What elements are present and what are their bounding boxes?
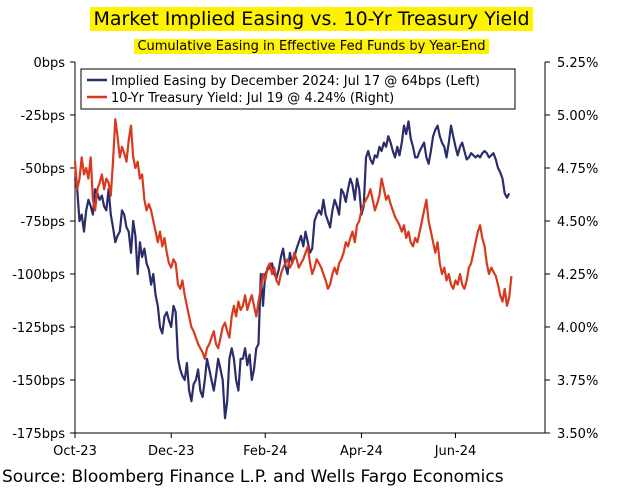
x-tick-label: Jun-24 xyxy=(434,444,477,459)
right-tick-label: 5.25% xyxy=(557,56,598,71)
treasury-yield-line xyxy=(73,118,513,360)
x-tick-label: Apr-24 xyxy=(340,444,383,459)
chart-title: Market Implied Easing vs. 10-Yr Treasury… xyxy=(90,7,533,31)
legend-label: Implied Easing by December 2024: Jul 17 … xyxy=(111,74,480,89)
x-tick-label: Dec-23 xyxy=(148,444,194,459)
chart-subtitle-wrap: Cumulative Easing in Effective Fed Funds… xyxy=(0,35,623,54)
source-note: Source: Bloomberg Finance L.P. and Wells… xyxy=(2,467,504,487)
left-tick-label: -50bps xyxy=(20,162,65,177)
legend-box xyxy=(80,68,516,110)
left-tick-label: -25bps xyxy=(20,109,65,124)
right-tick-label: 4.00% xyxy=(557,321,598,336)
chart-legend: Implied Easing by December 2024: Jul 17 … xyxy=(80,68,516,110)
left-tick-label: 0bps xyxy=(33,56,65,71)
left-tick-label: -75bps xyxy=(20,215,65,230)
chart-axes: 0bps -25bps -50bps -75bps -100bps -125bps -150… xyxy=(12,56,598,459)
x-tick-label: Oct-23 xyxy=(53,444,97,459)
right-tick-label: 4.25% xyxy=(557,268,598,283)
right-tick-label: 3.50% xyxy=(557,427,598,442)
x-tick-label: Feb-24 xyxy=(243,444,287,459)
right-tick-label: 5.00% xyxy=(557,109,598,124)
right-tick-label: 3.75% xyxy=(557,374,598,389)
chart-lines xyxy=(73,118,513,420)
right-tick-label: 4.75% xyxy=(557,162,598,177)
left-tick-label: -100bps xyxy=(12,268,65,283)
right-tick-label: 4.50% xyxy=(557,215,598,230)
left-tick-label: -125bps xyxy=(12,321,65,336)
chart-subtitle: Cumulative Easing in Effective Fed Funds… xyxy=(134,39,489,54)
chart-title-wrap: Market Implied Easing vs. 10-Yr Treasury… xyxy=(0,7,623,31)
left-tick-label: -150bps xyxy=(12,374,65,389)
left-tick-label: -175bps xyxy=(12,427,65,442)
legend-label: 10-Yr Treasury Yield: Jul 19 @ 4.24% (Ri… xyxy=(111,91,394,106)
